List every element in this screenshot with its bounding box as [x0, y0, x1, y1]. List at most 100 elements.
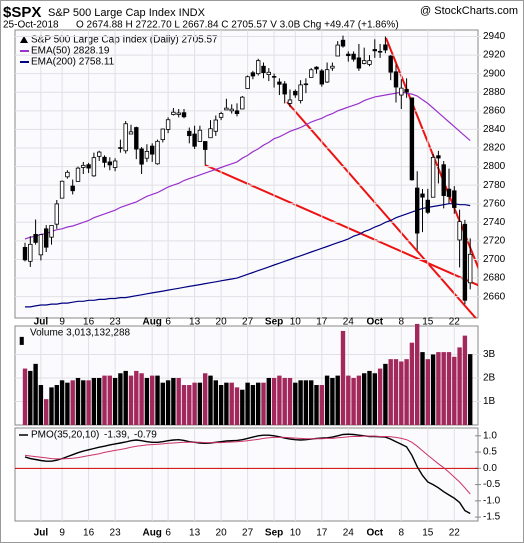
y-tick-label: 2940	[483, 31, 506, 42]
candle-body	[176, 112, 181, 115]
volume-bar	[282, 377, 287, 425]
volume-bar	[393, 359, 399, 425]
candle-body	[22, 246, 28, 261]
candle-body	[91, 157, 97, 177]
candle-body	[54, 203, 59, 225]
candle-body	[181, 112, 187, 118]
candle-body	[44, 228, 49, 248]
candle-body	[97, 151, 102, 157]
x-tick-label: Oct	[366, 317, 383, 328]
candle-body	[59, 180, 65, 199]
x-tick-label: 23	[110, 528, 122, 539]
volume-bar	[271, 377, 277, 425]
volume-bar	[75, 377, 81, 425]
y-tick-label: 1B	[483, 396, 496, 407]
volume-bar	[150, 375, 155, 425]
candle-body	[81, 164, 86, 168]
x-tick-label: 16	[83, 528, 95, 539]
candle-body	[330, 65, 335, 69]
volume-bar	[441, 352, 446, 425]
x-tick-label: Sep	[265, 528, 283, 539]
x-tick-label: Jul	[34, 317, 49, 328]
candle-body	[234, 110, 240, 115]
candle-body	[123, 123, 128, 152]
y-tick-label: -0.5	[483, 479, 501, 490]
x-tick-label: Oct	[366, 528, 383, 539]
y-tick-label: 2700	[483, 254, 506, 265]
legend-label: EMA(200) 2758.11	[31, 57, 115, 68]
volume-bar	[314, 385, 319, 425]
x-tick-label: Sep	[265, 317, 283, 328]
volume-bar	[309, 380, 314, 425]
volume-bar	[457, 347, 462, 425]
x-tick-label: 8	[399, 317, 405, 328]
candle-body	[271, 76, 277, 78]
volume-bar	[324, 375, 330, 425]
volume-bar	[33, 363, 38, 425]
candle-body	[324, 69, 330, 83]
y-tick-label: -1.5	[483, 512, 501, 523]
volume-bar	[287, 377, 293, 425]
chart-subtitle: S&P 500 Large Cap Index INDX	[48, 7, 206, 19]
y-tick-label: 2860	[483, 105, 506, 116]
volume-bar	[356, 375, 362, 425]
volume-bar	[155, 375, 160, 425]
candle-body	[49, 225, 54, 238]
legend-label: EMA(50) 2828.19	[31, 46, 110, 57]
y-tick-label: 2900	[483, 68, 506, 79]
candle-body	[303, 83, 309, 86]
volume-bar	[377, 368, 383, 425]
x-tick-label: 8	[399, 528, 405, 539]
volume-bar	[144, 377, 150, 425]
candle-body	[425, 199, 430, 213]
volume-bar	[128, 375, 134, 425]
volume-bar	[298, 380, 303, 425]
candle-body	[282, 83, 287, 95]
candle-body	[436, 155, 441, 159]
candle-body	[377, 50, 383, 53]
volume-bar	[234, 387, 240, 425]
x-tick-label: 9	[59, 528, 65, 539]
volume-bar	[91, 377, 97, 425]
x-tick-label: 6	[165, 528, 171, 539]
candle-body	[160, 128, 165, 141]
volume-bar	[240, 389, 245, 425]
candle-body	[75, 167, 81, 182]
candle-body	[319, 70, 324, 85]
volume-bar	[70, 380, 75, 425]
candle-body	[250, 72, 256, 77]
volume-bar	[446, 352, 452, 425]
y-tick-label: 2740	[483, 217, 506, 228]
volume-bar	[462, 335, 468, 425]
y-tick-label: 2720	[483, 236, 506, 247]
candle-body	[112, 160, 118, 168]
y-tick-label: 2B	[483, 373, 496, 384]
volume-bar	[165, 380, 171, 425]
y-tick-label: 2820	[483, 143, 506, 154]
volume-bar	[319, 385, 324, 425]
volume-bar	[388, 359, 393, 425]
candle-body	[213, 119, 218, 132]
volume-bar	[415, 323, 420, 425]
candle-body	[404, 89, 409, 93]
volume-bar	[256, 382, 261, 425]
volume-bar	[346, 375, 351, 425]
candle-body	[38, 234, 44, 256]
volume-bar	[245, 382, 250, 425]
y-tick-label: 0.5	[483, 447, 497, 458]
candle-body	[70, 185, 75, 192]
candle-body	[441, 164, 446, 196]
volume-bar	[197, 382, 203, 425]
candle-body	[340, 39, 346, 47]
legend-price: S&P 500 Large Cap Index (Daily) 2705.57	[31, 35, 218, 46]
volume-bar	[187, 385, 192, 425]
y-tick-label: 2880	[483, 87, 506, 98]
volume-bar	[218, 385, 224, 425]
volume-bar	[102, 375, 107, 425]
y-tick-label: 2660	[483, 291, 506, 302]
candle-body	[335, 44, 340, 57]
y-tick-label: 2840	[483, 124, 506, 135]
legend-icon	[20, 36, 28, 43]
candle-body	[298, 84, 303, 102]
y-tick-label: -1.0	[483, 495, 501, 506]
